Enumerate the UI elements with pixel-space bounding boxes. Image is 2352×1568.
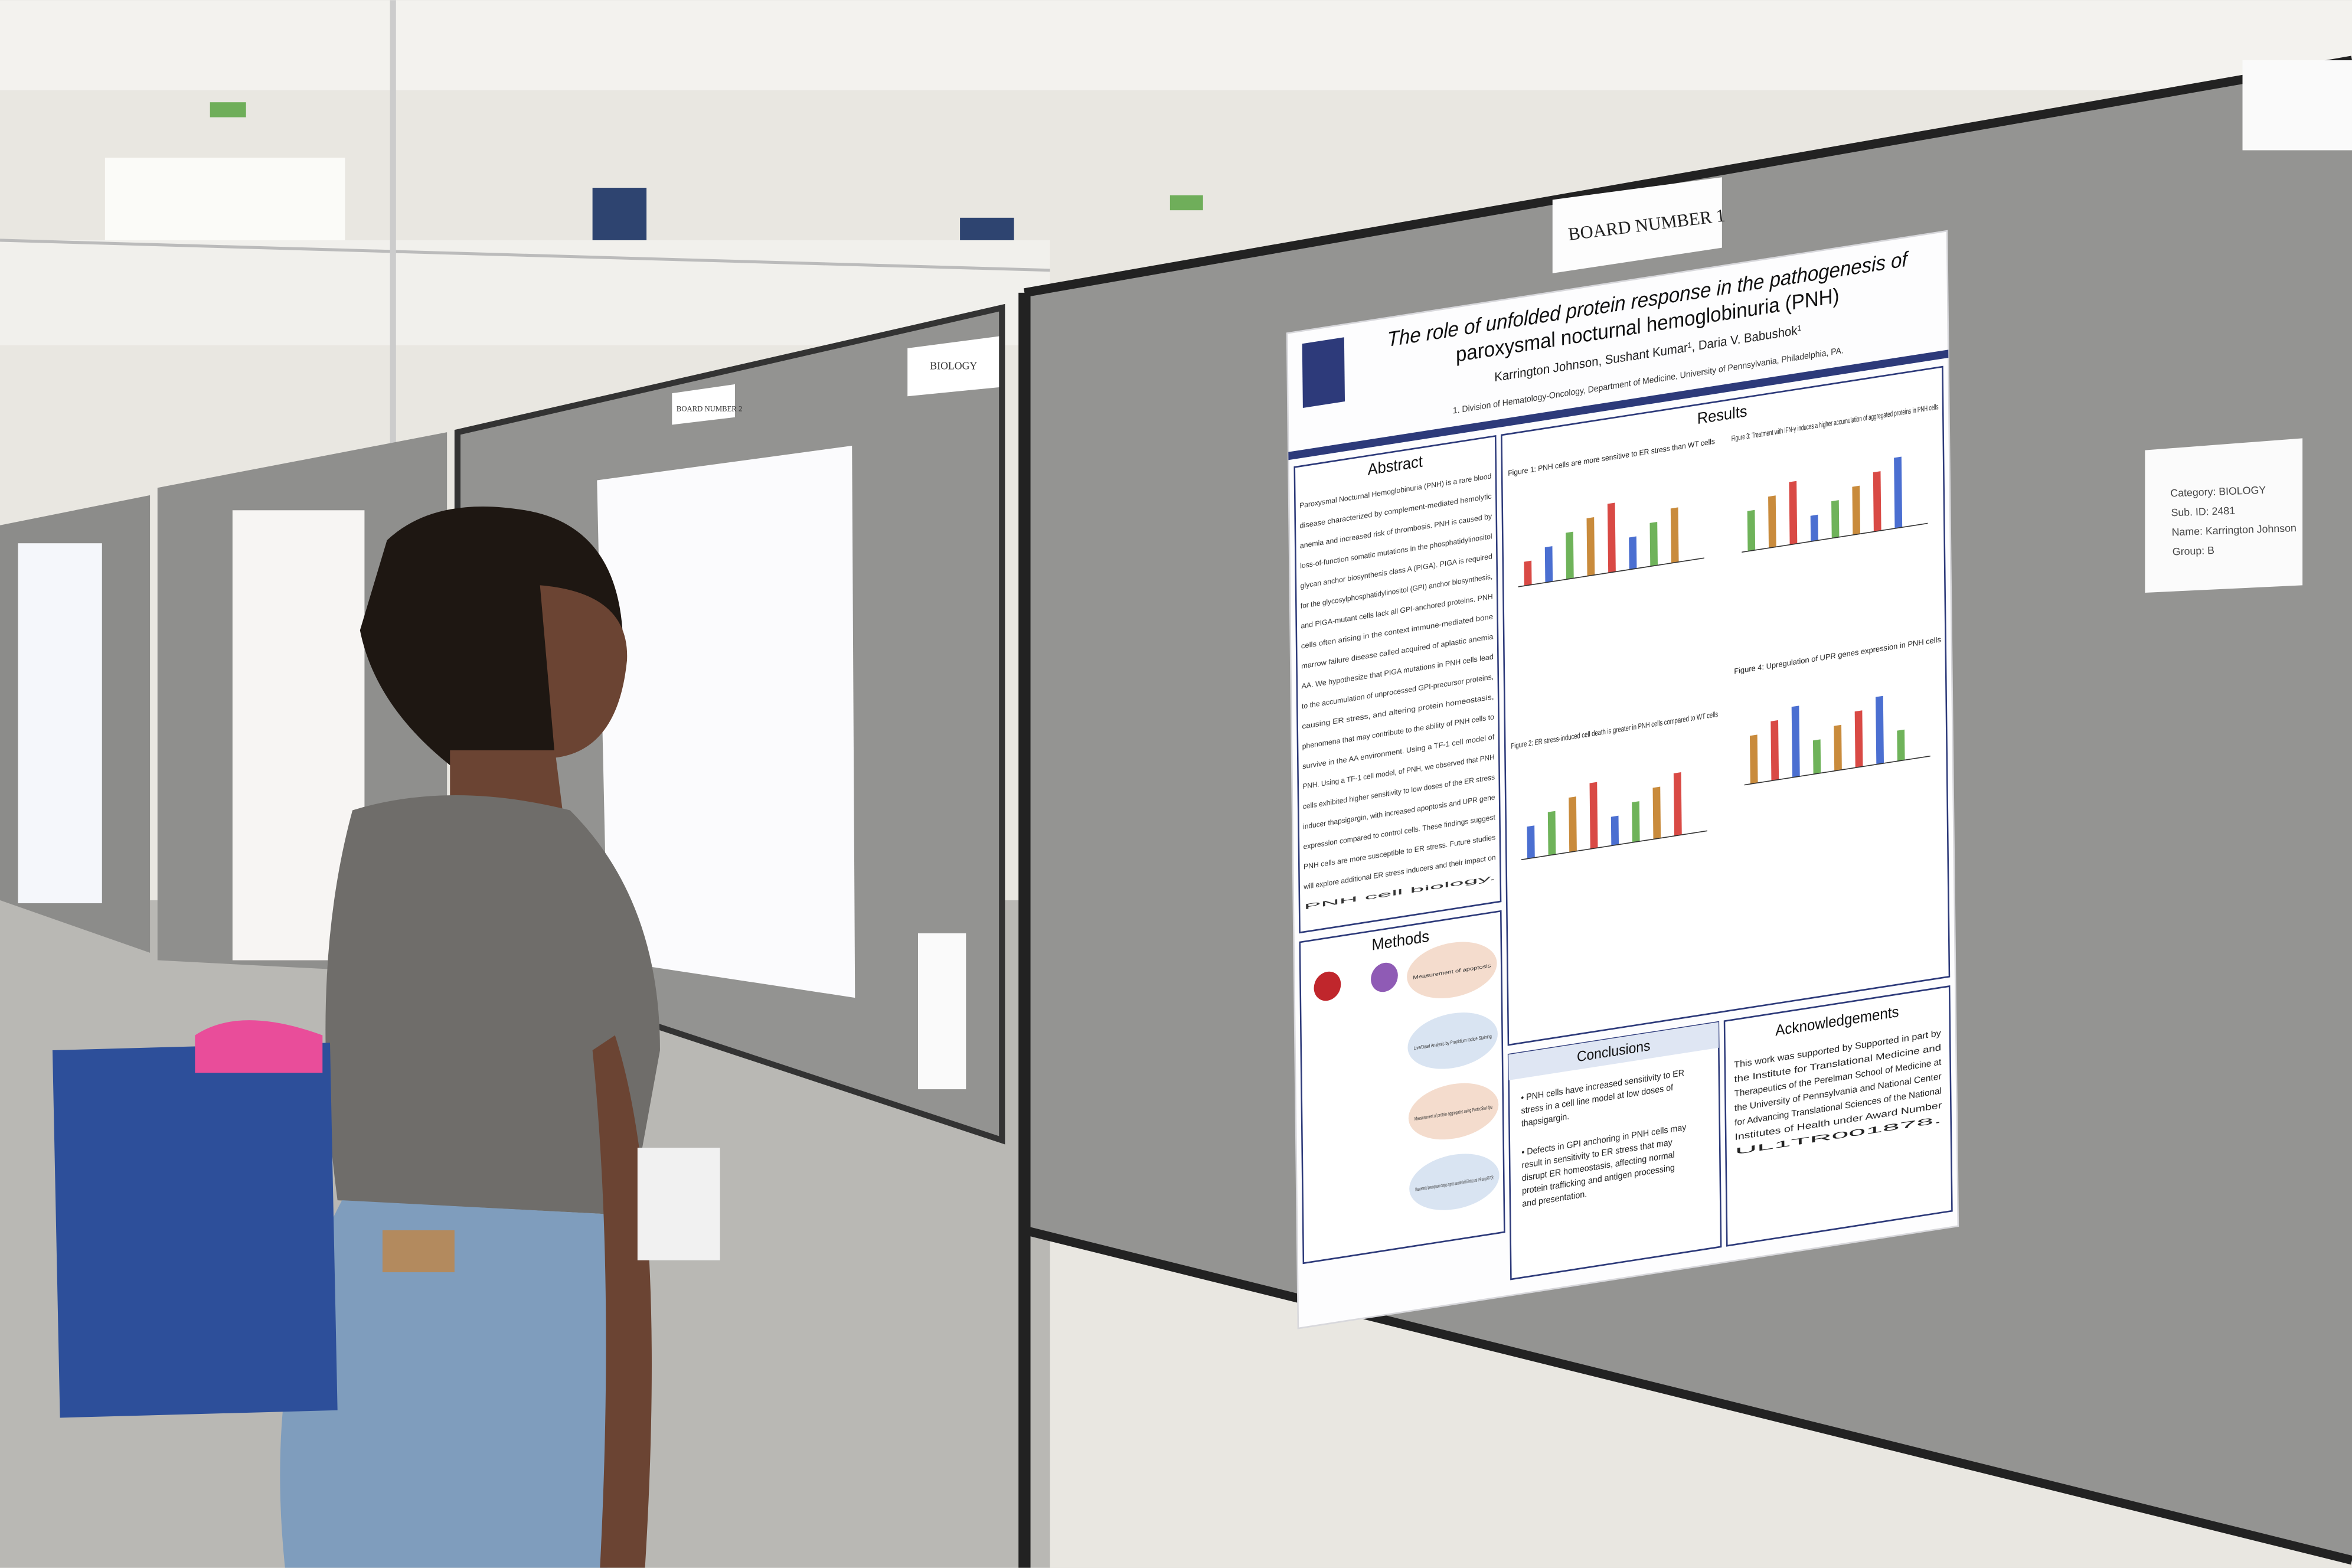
figure-bar [1569,796,1577,852]
exit-sign [1170,195,1203,211]
figure-bar [1670,507,1679,563]
method-step [1409,1154,1500,1210]
board-sign [672,384,735,425]
arm [592,1035,652,1568]
board-sign [1552,177,1722,273]
figure-bar [1589,782,1598,850]
shirt [325,795,660,1216]
figure-bar [1566,531,1574,580]
acknowledgements-box [1723,985,1953,1247]
figure-bar [1611,815,1619,846]
university-logo [1302,337,1345,409]
figure-bar [1747,509,1756,551]
method-icon [1314,971,1341,1001]
method-step [1408,1083,1499,1140]
jeans-patch [382,1230,455,1273]
name-badge [637,1148,720,1260]
figure-bar [1789,481,1798,545]
figure-bar [1834,724,1842,771]
figure-axis [1518,557,1704,587]
figure-bar [1547,811,1556,856]
figure-axis [1742,522,1928,553]
jeans [280,1200,635,1568]
figure-bar [1527,825,1535,859]
figure-bar [1852,485,1861,535]
figure-bar [1894,456,1903,529]
figure-bar [1607,502,1616,573]
poster-middle [597,446,855,998]
abstract-box [1293,435,1502,934]
category-sign: BIOLOGY [930,360,977,371]
figure-bar [1791,705,1800,778]
board-sign [2242,60,2352,151]
note-card [917,933,966,1090]
figure-bar [1770,720,1779,781]
figure-bar [1629,536,1637,570]
figure-bar [1812,739,1821,775]
figure-bar [1632,801,1640,843]
figure-bar [1649,521,1658,567]
figure-bar [1873,471,1881,532]
rail-line [0,239,1050,272]
face [540,585,628,758]
figure-bar [1810,514,1818,542]
figure-bar [1673,772,1682,836]
visitor [52,506,720,1568]
balcony-rail [0,240,1050,345]
poster-far [18,543,102,903]
heading-band [1508,1022,1719,1080]
method-icon [1371,962,1398,992]
method-step [1407,1012,1498,1069]
header-band [1288,349,1949,460]
figure-bar [1544,546,1553,583]
conclusions-box [1507,1021,1722,1280]
board-sign [907,336,999,397]
card-line: Group: B [2172,544,2214,557]
figure-bar [1897,729,1905,762]
figure-bar [1652,786,1661,839]
figure-axis [1521,830,1707,860]
figure-bar [1831,500,1840,538]
figure-bar [1586,517,1595,576]
figure-bar [1876,695,1884,765]
board-label: BOARD NUMBER 2 [677,405,742,413]
figure-bar [1749,734,1758,784]
poster: The role of unfolded protein response in… [1286,230,1959,1329]
pink-item [195,1020,323,1073]
ceiling [0,0,2352,90]
figure-bar [1524,560,1532,586]
board-frame [1023,1226,2352,1565]
figure-bar [1854,710,1863,768]
tote-bag [52,1043,338,1418]
info-card [2145,438,2303,593]
exit-sign [210,102,246,117]
method-step [1407,942,1497,998]
figure-bar [1768,495,1776,548]
card-line: Sub. ID: 2481 [2171,505,2235,519]
board-frame [1024,55,2352,298]
figure-axis [1744,755,1930,786]
